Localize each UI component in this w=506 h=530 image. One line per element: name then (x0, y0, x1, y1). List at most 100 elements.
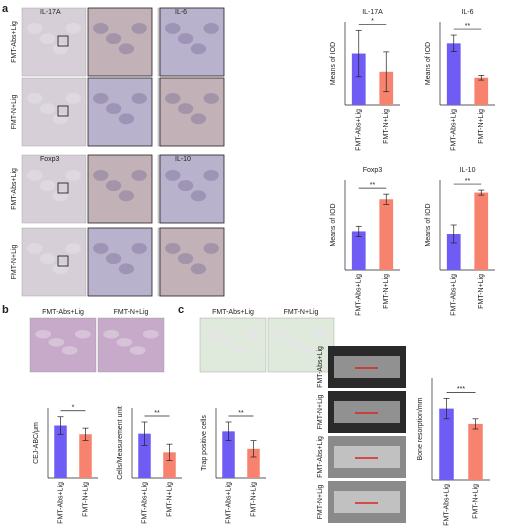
tissue-texture (118, 190, 135, 202)
micrograph (21, 154, 87, 224)
tissue-texture (65, 92, 81, 104)
bone-texture (334, 491, 400, 513)
column-label: FMT-N+Lig (284, 309, 319, 316)
tissue-texture (286, 337, 303, 347)
tissue-texture (65, 22, 81, 34)
tissue-texture (116, 337, 133, 347)
column-label: IL-17A (40, 9, 61, 16)
x-tick-label: FMT-N+Lig (82, 482, 89, 517)
bar (247, 448, 260, 478)
micrograph (159, 77, 225, 147)
x-tick-label: FMT-Abs+Lig (141, 482, 148, 524)
y-axis-label: CEJ-ABC/μm (33, 422, 40, 464)
tissue-texture (65, 169, 81, 181)
inset-box (57, 255, 69, 267)
tissue-texture (39, 180, 56, 192)
tissue-texture (129, 346, 146, 355)
micrograph (267, 317, 335, 373)
micrograph (159, 154, 225, 224)
tissue-texture (118, 43, 135, 55)
tissue-texture (177, 180, 194, 192)
bone-texture (334, 356, 400, 378)
x-tick-label: FMT-Abs+Lig (225, 482, 232, 524)
tissue-texture (118, 113, 135, 125)
column-label: Foxp3 (40, 156, 60, 163)
significance-label: ** (465, 178, 471, 185)
chart-title: IL-6 (461, 9, 473, 16)
error-bar (450, 224, 457, 244)
error-bar (472, 418, 479, 430)
chart-title: Foxp3 (363, 167, 383, 174)
bone-texture (334, 401, 400, 423)
panel-label: a (2, 3, 9, 15)
x-tick-label: FMT-N+Lig (383, 274, 390, 309)
tissue-texture (131, 22, 147, 34)
tissue-texture (203, 22, 219, 34)
column-label: FMT-Abs+Lig (42, 309, 84, 316)
tissue-texture (177, 103, 194, 115)
micrograph (159, 227, 225, 297)
tissue-texture (27, 22, 43, 34)
tissue-texture (190, 113, 207, 125)
micrograph (87, 77, 153, 147)
bar (468, 423, 483, 480)
chart-title: IL-17A (362, 9, 383, 16)
tissue-texture (203, 92, 219, 104)
significance-label: ** (370, 182, 376, 189)
inset-box (57, 35, 69, 47)
bar (446, 43, 461, 105)
bar (446, 234, 461, 270)
error-bar (355, 225, 362, 237)
tissue-texture (131, 169, 147, 181)
bar (79, 434, 92, 478)
micrograph (87, 7, 153, 77)
micrograph (97, 317, 165, 373)
bar (163, 452, 176, 478)
significance-label: ** (238, 410, 244, 417)
tissue-texture (48, 337, 65, 347)
tissue-texture (177, 33, 194, 45)
inset-box (57, 182, 69, 194)
tissue-texture (105, 33, 122, 45)
x-tick-label: FMT-N+Lig (478, 274, 485, 309)
error-bar (383, 51, 390, 93)
error-bar (383, 193, 390, 205)
tissue-texture (165, 169, 181, 181)
x-tick-label: FMT-N+Lig (166, 482, 173, 517)
error-bar (57, 416, 64, 435)
significance-label: ** (465, 23, 471, 30)
x-tick-label: FMT-Abs+Lig (57, 482, 64, 524)
x-tick-label: FMT-Abs+Lig (451, 274, 458, 316)
x-tick-label: FMT-Abs+Lig (356, 274, 363, 316)
significance-label: ** (154, 410, 160, 417)
tissue-texture (93, 242, 109, 254)
x-tick-label: FMT-Abs+Lig (356, 109, 363, 151)
tissue-texture (142, 329, 159, 339)
tissue-texture (27, 169, 43, 181)
y-axis-label: Bone resorption/mm (417, 397, 424, 460)
micrograph (159, 7, 225, 77)
bar (351, 231, 366, 270)
row-label: FMT-N+Lig (317, 484, 324, 519)
error-bar (355, 29, 362, 78)
y-axis-label: Means of IOD (330, 42, 337, 85)
tissue-texture (74, 329, 91, 339)
tissue-texture (39, 33, 56, 45)
tissue-texture (93, 92, 109, 104)
tissue-texture (203, 242, 219, 254)
column-label: FMT-Abs+Lig (212, 309, 254, 316)
row-label: FMT-N+Lig (11, 244, 18, 279)
column-label: FMT-N+Lig (114, 309, 149, 316)
x-tick-label: FMT-N+Lig (250, 482, 257, 517)
micrograph (87, 227, 153, 297)
bone-texture (334, 446, 400, 468)
tissue-texture (52, 263, 69, 275)
tissue-texture (93, 169, 109, 181)
tissue-texture (165, 22, 181, 34)
tissue-texture (105, 180, 122, 192)
tissue-texture (52, 190, 69, 202)
bar (439, 408, 454, 480)
error-bar (82, 427, 89, 441)
tissue-texture (93, 22, 109, 34)
tissue-texture (105, 253, 122, 265)
